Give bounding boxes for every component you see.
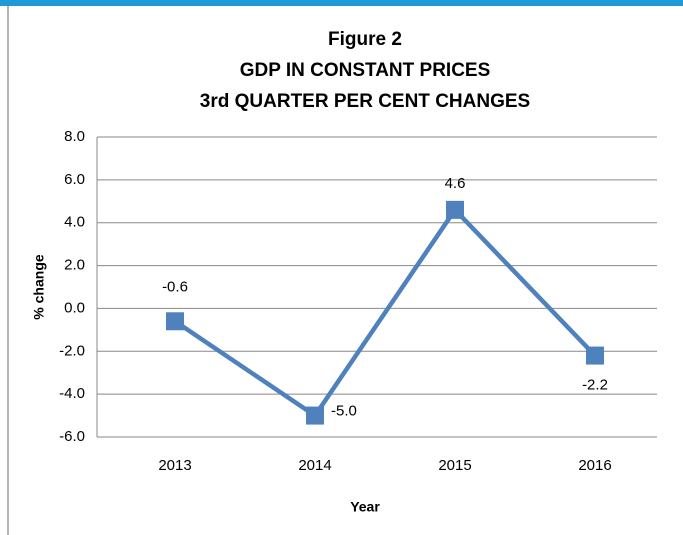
data-label: 4.6 [445,175,466,192]
y-tick-label: 2.0 [64,257,85,274]
y-tick-label: -2.0 [59,342,85,359]
series-line [173,206,597,419]
marker [586,346,604,365]
data-label: -0.6 [162,278,188,295]
x-tick-label: 2013 [158,457,191,474]
data-label: -5.0 [331,403,357,420]
data-label: -2.2 [582,377,608,394]
y-tick-label: 0.0 [64,299,85,316]
chart-title: 3rd QUARTER PER CENT CHANGES [200,91,530,112]
y-tick-label: 8.0 [64,128,85,145]
top-bar [0,0,683,6]
y-axis-label: % change [31,254,47,320]
y-tick-label: 4.0 [64,214,85,231]
y-tick-label: -6.0 [59,428,85,445]
x-tick-label: 2014 [298,457,331,474]
x-axis-label: Year [350,499,380,515]
x-tick-label: 2015 [438,457,471,474]
marker [446,200,464,219]
chart-title: GDP IN CONSTANT PRICES [240,60,491,81]
marker [166,312,184,331]
y-tick-label: -4.0 [59,385,85,402]
chart-title: Figure 2 [328,29,402,50]
x-tick-label: 2016 [578,457,611,474]
marker [306,406,324,425]
y-tick-label: 6.0 [64,171,85,188]
